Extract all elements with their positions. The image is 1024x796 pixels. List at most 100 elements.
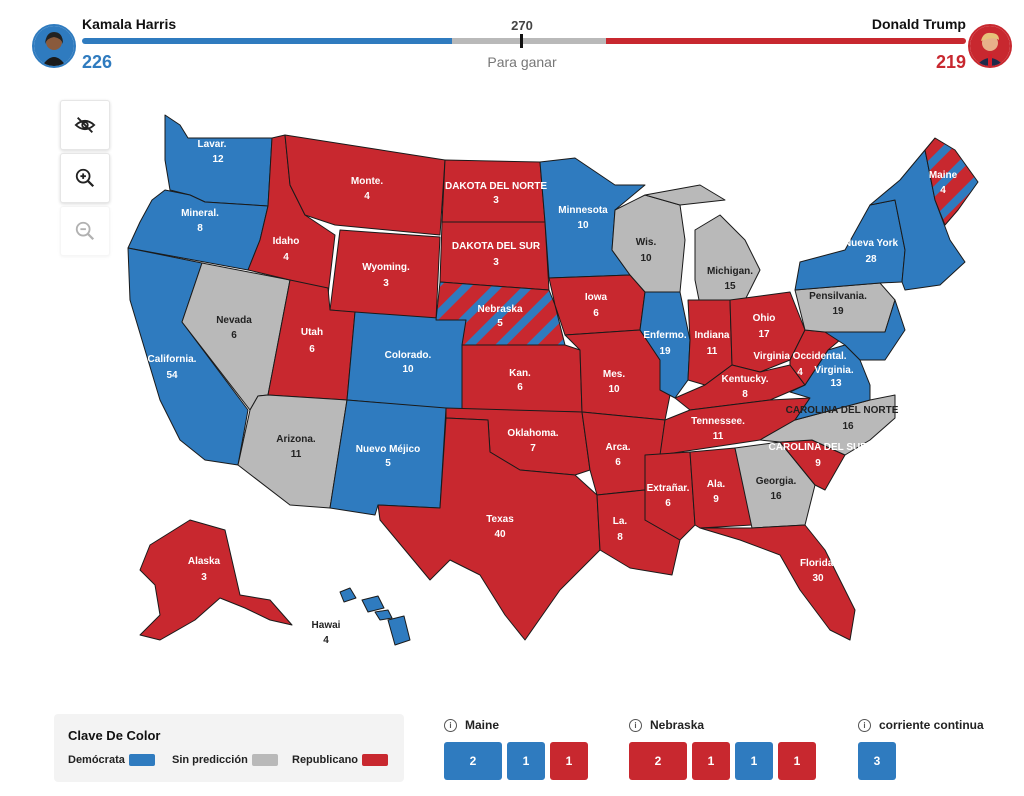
label-pa: Pensilvania. — [809, 291, 867, 302]
nebraska-split-title: Nebraska — [650, 718, 705, 732]
label-nv: Nevada — [216, 315, 252, 326]
label-hi: Hawai — [312, 620, 341, 631]
electoral-header: Kamala Harris 226 270 Para ganar Donald … — [0, 0, 1024, 80]
dc-box[interactable]: 3 — [858, 742, 896, 780]
dc-split-title: corriente continua — [879, 718, 984, 732]
label-tx-votes: 40 — [494, 529, 506, 540]
label-wv-votes: 4 — [797, 367, 803, 378]
state-ak[interactable] — [139, 519, 293, 641]
label-hi-votes: 4 — [323, 635, 329, 646]
hide-labels-button[interactable] — [60, 100, 110, 150]
nebraska-box-district-3[interactable]: 1 — [778, 742, 816, 780]
label-wy-votes: 3 — [383, 278, 389, 289]
label-ut-votes: 6 — [309, 344, 315, 355]
democrat-bar — [82, 38, 452, 44]
state-co[interactable] — [346, 311, 467, 411]
left-candidate-name: Kamala Harris — [82, 16, 177, 32]
label-il: Enfermo. — [643, 330, 687, 341]
label-me: Maine — [929, 170, 958, 181]
state-ga[interactable] — [734, 441, 816, 529]
nebraska-box-statewide[interactable]: 2 — [629, 742, 687, 780]
info-icon[interactable]: i — [629, 718, 642, 732]
label-la: La. — [613, 516, 628, 527]
label-il-votes: 19 — [659, 346, 671, 357]
zoom-in-button[interactable] — [60, 153, 110, 203]
label-me-votes: 4 — [940, 185, 946, 196]
threshold-label: Para ganar — [487, 54, 557, 70]
legend-republican: Republicano — [292, 754, 389, 766]
label-or-votes: 8 — [197, 223, 203, 234]
label-co: Colorado. — [385, 350, 432, 361]
state-me[interactable] — [924, 137, 979, 226]
label-or: Mineral. — [181, 208, 219, 219]
label-sd: DAKOTA DEL SUR — [452, 241, 541, 252]
label-al-votes: 9 — [713, 494, 719, 505]
state-ia[interactable] — [548, 274, 646, 336]
nebraska-split: i Nebraska 2 1 1 1 — [629, 718, 821, 780]
state-new-england[interactable] — [869, 149, 966, 291]
label-mn: Minnesota — [558, 205, 608, 216]
label-tn: Tennessee. — [691, 416, 745, 427]
label-ky-votes: 8 — [742, 389, 748, 400]
label-nc-votes: 16 — [842, 421, 854, 432]
color-key-title: Clave De Color — [68, 728, 161, 743]
label-ks: Kan. — [509, 368, 531, 379]
label-sc-votes: 9 — [815, 458, 821, 469]
label-ny: Nueva York — [844, 238, 899, 249]
label-in-votes: 11 — [707, 346, 718, 357]
label-ny-votes: 28 — [865, 254, 877, 265]
label-wa-votes: 12 — [212, 154, 224, 165]
undecided-bar — [452, 38, 606, 44]
state-fl[interactable] — [699, 524, 856, 641]
label-ca: California. — [148, 354, 197, 365]
info-icon[interactable]: i — [444, 718, 457, 732]
zoom-out-button[interactable] — [60, 206, 110, 256]
state-hi[interactable] — [339, 587, 411, 646]
state-mi[interactable] — [644, 184, 761, 306]
nebraska-box-district-1[interactable]: 1 — [692, 742, 730, 780]
label-co-votes: 10 — [402, 364, 414, 375]
label-mi-votes: 15 — [724, 281, 736, 292]
legend-democrat: Demócrata — [68, 754, 155, 766]
right-candidate-name: Donald Trump — [871, 16, 966, 32]
maine-split: i Maine 2 1 1 — [444, 718, 593, 780]
threshold-number: 270 — [511, 18, 533, 33]
republican-bar — [606, 38, 966, 44]
label-ne-votes: 5 — [497, 318, 503, 329]
legend-undecided-label: Sin predicción — [172, 754, 248, 766]
label-az: Arizona. — [276, 434, 316, 445]
label-ca-votes: 54 — [166, 370, 178, 381]
label-wy: Wyoming. — [362, 262, 410, 273]
label-ak: Alaska — [188, 556, 221, 567]
label-wa: Lavar. — [198, 139, 227, 150]
info-icon[interactable]: i — [858, 718, 871, 732]
label-ga-votes: 16 — [770, 491, 782, 502]
label-ok: Oklahoma. — [507, 428, 558, 439]
label-ar: Arca. — [605, 442, 630, 453]
label-mo-votes: 10 — [608, 384, 620, 395]
state-tx[interactable] — [377, 417, 601, 641]
label-mi: Michigan. — [707, 266, 753, 277]
state-md-de-nj[interactable] — [824, 299, 906, 361]
zoom-out-icon — [75, 221, 95, 241]
label-wv: Virginia Occidental. — [753, 351, 846, 362]
label-nv-votes: 6 — [231, 330, 237, 341]
label-ga: Georgia. — [756, 476, 797, 487]
maine-box-district-1[interactable]: 1 — [507, 742, 545, 780]
label-in: Indiana — [694, 330, 729, 341]
label-al: Ala. — [707, 479, 726, 490]
nebraska-box-district-2[interactable]: 1 — [735, 742, 773, 780]
state-al[interactable] — [689, 447, 753, 529]
state-wy[interactable] — [329, 229, 441, 321]
democrat-swatch — [128, 754, 155, 766]
maine-box-district-2[interactable]: 1 — [550, 742, 588, 780]
state-sd[interactable] — [439, 221, 550, 291]
electoral-map: Lavar. 12 Mineral. 8 California. 54 Neva… — [127, 114, 979, 646]
right-candidate-votes: 219 — [935, 52, 966, 72]
maine-box-statewide[interactable]: 2 — [444, 742, 502, 780]
label-wi-votes: 10 — [640, 253, 652, 264]
label-id: Idaho — [273, 236, 300, 247]
label-nm-votes: 5 — [385, 458, 391, 469]
label-mo: Mes. — [603, 369, 625, 380]
label-pa-votes: 19 — [832, 306, 844, 317]
